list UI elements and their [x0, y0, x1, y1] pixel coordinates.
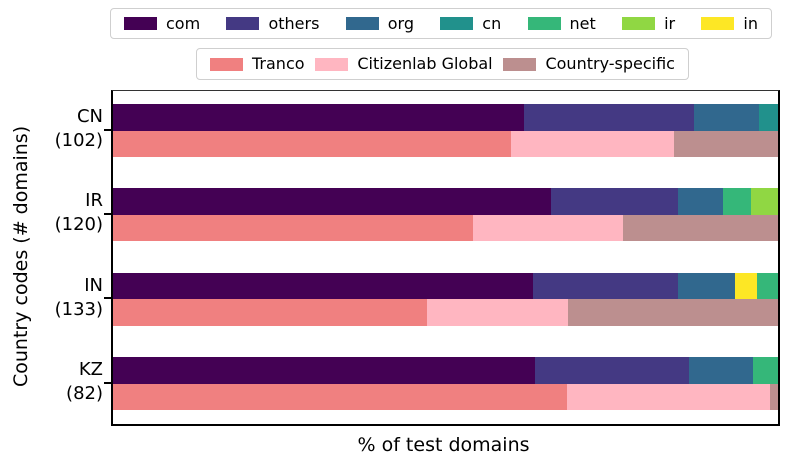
- legend-swatch-icon: [124, 17, 157, 30]
- y-tick-label-cn: CN (102): [0, 105, 103, 153]
- y-tick-mark: [104, 128, 111, 131]
- bar-segment-citizenlab-global: [510, 130, 674, 157]
- y-tick-mark: [104, 381, 111, 384]
- country-code: IN: [84, 274, 103, 296]
- country-code: CN: [76, 106, 103, 127]
- source-bar-in: [113, 299, 778, 326]
- bar-segment-citizenlab-global: [473, 214, 624, 242]
- bar-segment-tranco: [113, 130, 511, 157]
- y-tick-label-in: IN (133): [0, 274, 103, 322]
- domain-count: (120): [54, 214, 103, 236]
- y-tick-mark: [104, 297, 111, 300]
- bar-segment-tranco: [113, 383, 568, 410]
- plot-area: [111, 90, 780, 426]
- legend-swatch-icon: [440, 17, 474, 30]
- legend-item-citizenlab-global: Citizenlab Global: [315, 54, 493, 73]
- bar-segment-org: [693, 104, 759, 131]
- bar-segment-citizenlab-global: [426, 299, 568, 326]
- tld-legend: com others org cn net ir in: [110, 8, 772, 39]
- legend-label: ir: [664, 13, 676, 33]
- legend-item-ir: ir: [622, 13, 676, 33]
- bar-segment-others: [534, 357, 689, 384]
- y-tick-label-ir: IR (120): [0, 189, 103, 237]
- source-bar-cn: [113, 130, 778, 157]
- domain-count: (102): [54, 130, 103, 151]
- legend-label: Citizenlab Global: [357, 54, 493, 73]
- bar-segment-org: [678, 188, 723, 215]
- domain-count: (82): [66, 383, 103, 404]
- bar-segment-com: [113, 104, 524, 131]
- legend-label: Tranco: [252, 54, 305, 73]
- bar-group-cn: [113, 104, 778, 157]
- legend-label: others: [268, 13, 320, 33]
- legend-swatch-icon: [210, 57, 243, 71]
- legend-item-country-specific: Country-specific: [503, 56, 675, 72]
- bar-segment-country-specific: [770, 383, 778, 410]
- bar-segment-com: [113, 357, 535, 384]
- legend-swatch-icon: [345, 17, 379, 30]
- legend-swatch-icon: [315, 57, 349, 71]
- legend-item-org: org: [345, 13, 414, 33]
- bar-segment-tranco: [113, 214, 474, 242]
- legend-swatch-icon: [622, 17, 656, 30]
- bar-segment-ir: [750, 188, 778, 215]
- legend-label: com: [166, 13, 201, 33]
- legend-swatch-icon: [503, 57, 537, 71]
- bar-segment-com: [113, 272, 534, 300]
- bar-group-kz: [113, 357, 778, 410]
- tld-bar-cn: [113, 104, 778, 131]
- domain-count: (133): [54, 298, 103, 320]
- country-code: IR: [85, 190, 103, 212]
- legend-item-com: com: [124, 13, 201, 33]
- bar-segment-citizenlab-global: [567, 383, 770, 410]
- legend-item-cn: cn: [440, 13, 502, 33]
- bar-segment-country-specific: [673, 130, 778, 157]
- bar-segment-net: [756, 272, 778, 300]
- country-code: KZ: [78, 359, 103, 380]
- bar-segment-cn: [758, 104, 778, 131]
- bar-segment-in: [735, 272, 757, 300]
- bar-segment-tranco: [113, 299, 427, 326]
- legend-swatch-icon: [527, 17, 561, 30]
- legend-item-others: others: [226, 13, 320, 33]
- legend-swatch-icon: [226, 17, 260, 30]
- tld-bar-kz: [113, 357, 778, 384]
- bar-segment-others: [533, 272, 679, 300]
- x-axis-label: % of test domains: [357, 434, 530, 456]
- bar-segment-country-specific: [623, 214, 778, 242]
- legend-swatch-icon: [701, 17, 735, 30]
- bar-segment-country-specific: [567, 299, 778, 326]
- tld-bar-ir: [113, 188, 778, 215]
- bar-segment-org: [688, 357, 754, 384]
- legend-label: cn: [482, 13, 502, 33]
- legend-item-in: in: [701, 13, 758, 33]
- tld-bar-in: [113, 272, 778, 300]
- bar-group-in: [113, 272, 778, 326]
- legend-item-net: net: [527, 13, 596, 33]
- legend-label: in: [743, 13, 758, 33]
- source-bar-ir: [113, 214, 778, 242]
- source-legend: Tranco Citizenlab Global Country-specific: [196, 48, 689, 80]
- bar-segment-net: [722, 188, 751, 215]
- bar-segment-others: [523, 104, 694, 131]
- bar-segment-org: [678, 272, 736, 300]
- bar-segment-net: [753, 357, 778, 384]
- legend-item-tranco: Tranco: [210, 56, 305, 72]
- bar-segment-others: [550, 188, 679, 215]
- legend-label: org: [387, 13, 414, 33]
- legend-label: Country-specific: [545, 54, 675, 73]
- legend-label: net: [569, 13, 596, 33]
- bar-segment-com: [113, 188, 551, 215]
- y-tick-mark: [104, 212, 111, 215]
- y-tick-label-kz: KZ (82): [0, 358, 103, 406]
- bar-group-ir: [113, 188, 778, 242]
- source-bar-kz: [113, 383, 778, 410]
